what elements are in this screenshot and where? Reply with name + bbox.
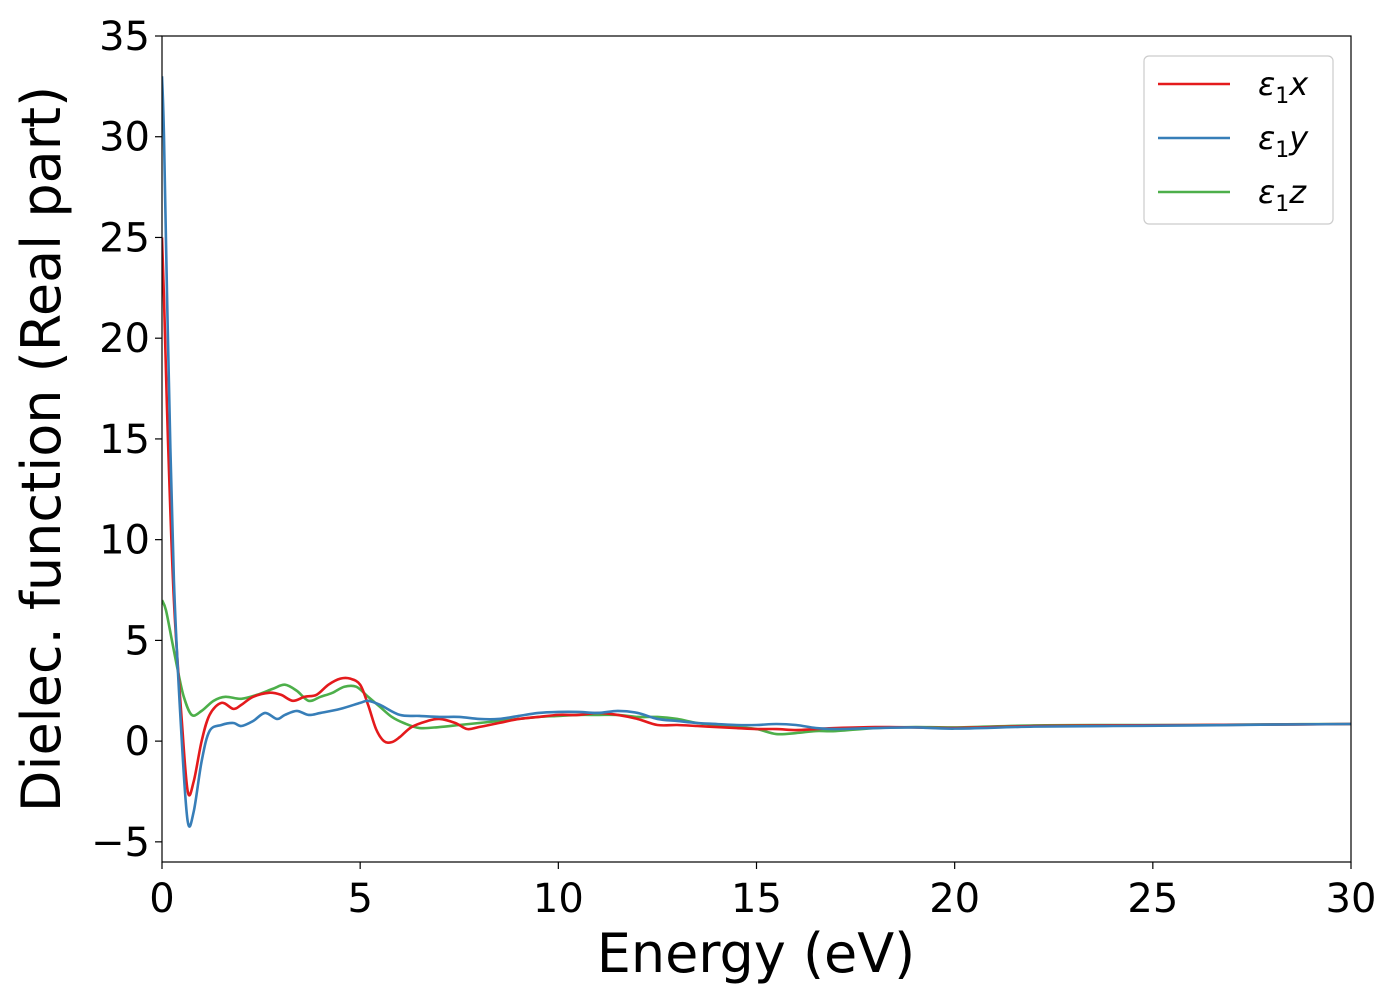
y-tick-label: 5 <box>125 618 150 664</box>
series-layer <box>162 76 1351 828</box>
legend-label-x: ε1x <box>1258 65 1309 109</box>
y-tick-label: −5 <box>91 820 150 866</box>
y-axis-ticks: −5 0 5 10 15 20 25 30 35 <box>91 14 162 866</box>
legend-label-y: ε1y <box>1258 119 1309 163</box>
legend-label-z: ε1z <box>1258 173 1307 217</box>
legend-component: z <box>1288 173 1307 211</box>
legend-symbol: ε <box>1258 65 1275 103</box>
y-tick-label: 30 <box>99 115 150 161</box>
y-tick-label: 15 <box>99 417 150 463</box>
y-tick-label: 10 <box>99 518 150 564</box>
legend-component: y <box>1288 119 1309 157</box>
legend-symbol: ε <box>1258 173 1275 211</box>
series-line-y <box>162 76 1351 828</box>
x-tick-label: 0 <box>149 876 174 922</box>
legend-subscript: 1 <box>1275 138 1289 163</box>
legend-box <box>1143 55 1334 225</box>
y-tick-label: 35 <box>99 14 150 60</box>
x-tick-label: 15 <box>731 876 782 922</box>
x-axis-ticks: 0 5 10 15 20 25 30 <box>149 862 1376 922</box>
legend-subscript: 1 <box>1275 192 1289 217</box>
x-axis-title: Energy (eV) <box>597 922 916 985</box>
x-tick-label: 30 <box>1326 876 1377 922</box>
x-tick-label: 20 <box>929 876 980 922</box>
x-tick-label: 25 <box>1127 876 1178 922</box>
x-tick-label: 5 <box>347 876 372 922</box>
y-tick-label: 20 <box>99 316 150 362</box>
series-line-x <box>162 237 1351 797</box>
legend-subscript: 1 <box>1275 84 1289 109</box>
legend-component: x <box>1288 65 1309 103</box>
y-axis-title: Dielec. function (Real part) <box>10 86 73 812</box>
series-line-z <box>162 599 1351 736</box>
legend-symbol: ε <box>1258 119 1275 157</box>
x-tick-label: 10 <box>533 876 584 922</box>
y-tick-label: 0 <box>125 719 150 765</box>
y-tick-label: 25 <box>99 215 150 261</box>
